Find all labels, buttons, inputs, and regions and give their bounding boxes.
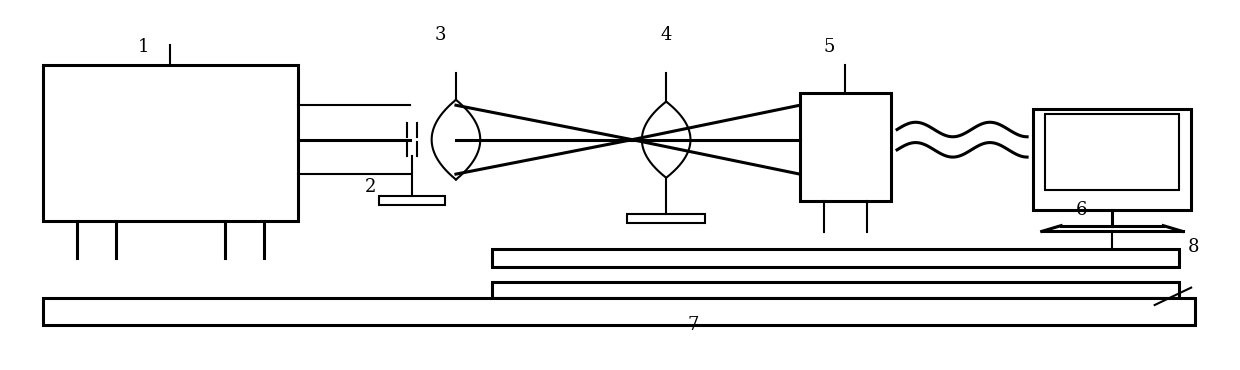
Text: 6: 6 [1076, 201, 1087, 219]
Text: 5: 5 [823, 38, 835, 56]
Text: 2: 2 [366, 178, 377, 196]
FancyBboxPatch shape [492, 282, 1179, 298]
FancyBboxPatch shape [1033, 109, 1192, 211]
FancyBboxPatch shape [42, 299, 1195, 324]
FancyBboxPatch shape [627, 214, 706, 223]
FancyBboxPatch shape [1045, 114, 1179, 191]
Text: 8: 8 [1188, 238, 1199, 256]
FancyBboxPatch shape [800, 92, 892, 201]
Text: 3: 3 [434, 26, 446, 44]
Text: 1: 1 [138, 38, 149, 56]
Text: 4: 4 [661, 26, 672, 44]
FancyBboxPatch shape [42, 65, 298, 221]
Text: 7: 7 [687, 316, 698, 334]
FancyBboxPatch shape [492, 249, 1179, 266]
FancyBboxPatch shape [379, 196, 445, 205]
